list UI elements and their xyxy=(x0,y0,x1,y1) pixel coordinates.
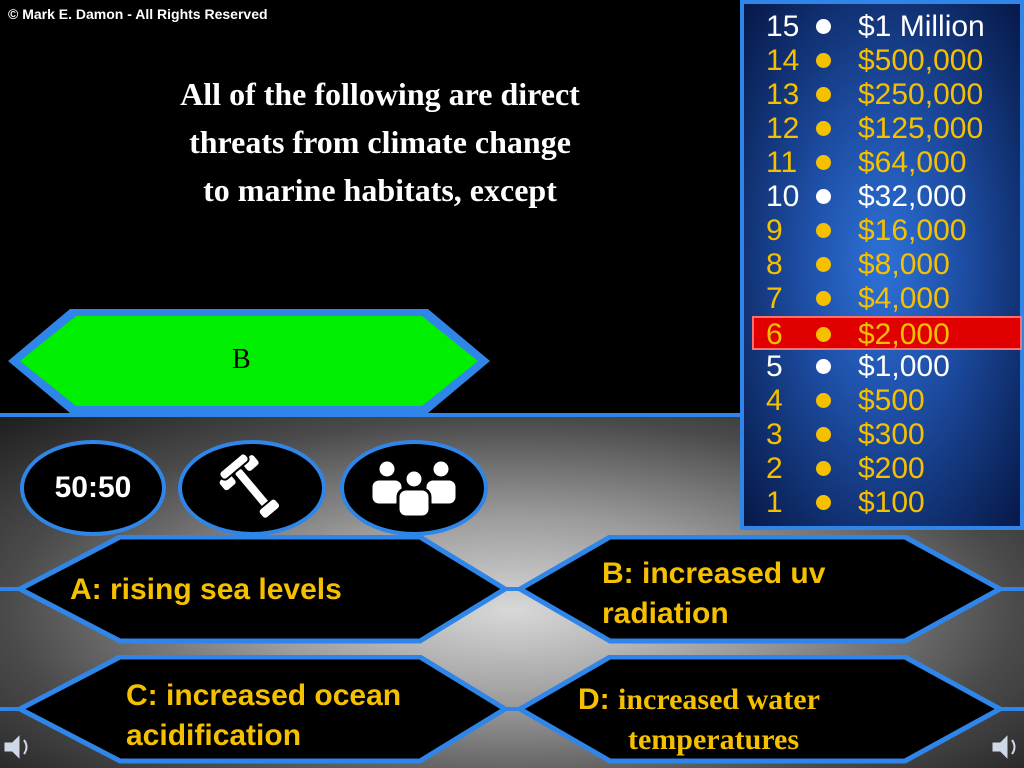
prize-amount: $8,000 xyxy=(858,248,950,281)
answer-b-line1: B: increased uv xyxy=(602,557,826,590)
bullet-dot-icon xyxy=(816,189,831,204)
prize-level-number: 8 xyxy=(766,248,783,281)
prize-amount: $200 xyxy=(858,452,925,485)
prize-amount: $125,000 xyxy=(858,112,984,145)
prize-level-number: 10 xyxy=(766,180,800,213)
prize-level-number: 5 xyxy=(766,350,783,383)
answer-d-line1: increased water xyxy=(618,683,820,716)
answer-a[interactable]: A: rising sea levels xyxy=(70,570,342,610)
bullet-dot-icon xyxy=(816,257,831,272)
bullet-dot-icon xyxy=(816,393,831,408)
copyright-notice: © Mark E. Damon - All Rights Reserved xyxy=(8,6,268,22)
bullet-dot-icon xyxy=(816,121,831,136)
prize-level-1: 1 $100 xyxy=(754,486,1022,520)
phone-a-friend-lifeline-button[interactable] xyxy=(178,440,326,536)
answer-d[interactable]: D: increased water temperatures xyxy=(578,680,820,760)
prize-ladder: 15 $1 Million 14 $500,000 13 $250,000 12 $125,0… xyxy=(740,0,1024,530)
question-line: threats from climate change xyxy=(189,124,571,160)
phone-icon xyxy=(217,453,282,520)
answer-row-cd xyxy=(0,655,1024,764)
prize-level-5: 5 $1,000 xyxy=(754,350,1022,384)
prize-level-9: 9 $16,000 xyxy=(754,214,1022,248)
prize-level-7: 7 $4,000 xyxy=(754,282,1022,316)
question-line: to marine habitats, except xyxy=(203,172,557,208)
prize-level-15: 15 $1 Million xyxy=(754,10,1022,44)
prize-level-number: 15 xyxy=(766,10,800,43)
bullet-dot-icon xyxy=(816,53,831,68)
prize-amount: $250,000 xyxy=(858,78,984,111)
answer-d-line2: temperatures xyxy=(628,723,800,756)
bullet-dot-icon xyxy=(816,87,831,102)
revealed-answer-letter: B xyxy=(232,344,251,375)
fifty-fifty-lifeline-button[interactable]: 50:50 xyxy=(20,440,166,536)
prize-amount: $2,000 xyxy=(858,318,950,351)
prize-amount: $100 xyxy=(858,486,925,519)
speaker-icon[interactable] xyxy=(990,730,1020,764)
prize-level-number: 14 xyxy=(766,44,800,77)
prize-level-number: 3 xyxy=(766,418,783,451)
prize-level-2: 2 $200 xyxy=(754,452,1022,486)
prize-amount: $4,000 xyxy=(858,282,950,315)
prize-amount: $500,000 xyxy=(858,44,984,77)
bullet-dot-icon xyxy=(816,291,831,306)
bullet-dot-icon xyxy=(816,223,831,238)
answer-b[interactable]: B: increased uv radiation xyxy=(602,554,825,634)
speaker-icon[interactable] xyxy=(2,730,32,764)
fifty-fifty-label: 50:50 xyxy=(54,471,132,504)
prize-level-8: 8 $8,000 xyxy=(754,248,1022,282)
prize-level-13: 13 $250,000 xyxy=(754,78,1022,112)
answer-b-line2: radiation xyxy=(602,597,729,630)
answer-c[interactable]: C: increased ocean acidification xyxy=(126,676,401,756)
prize-amount: $1,000 xyxy=(858,350,950,383)
ask-audience-lifeline-button[interactable] xyxy=(340,440,488,536)
bullet-dot-icon xyxy=(816,427,831,442)
prize-amount: $16,000 xyxy=(858,214,967,247)
prize-amount: $300 xyxy=(858,418,925,451)
prize-amount: $500 xyxy=(858,384,925,417)
prize-level-number: 1 xyxy=(766,486,783,519)
answer-a-text: A: rising sea levels xyxy=(70,573,342,606)
bullet-dot-icon xyxy=(816,155,831,170)
prize-level-number: 11 xyxy=(766,146,798,179)
revealed-answer-box xyxy=(8,309,490,413)
prize-level-number: 6 xyxy=(766,318,783,351)
question-line: All of the following are direct xyxy=(180,76,580,112)
prize-level-6: 6 $2,000 xyxy=(752,316,1022,351)
bullet-dot-icon xyxy=(816,327,831,342)
prize-level-number: 2 xyxy=(766,452,783,485)
prize-level-4: 4 $500 xyxy=(754,384,1022,418)
prize-level-10: 10 $32,000 xyxy=(754,180,1022,214)
prize-level-number: 9 xyxy=(766,214,783,247)
prize-amount: $1 Million xyxy=(858,10,985,43)
prize-level-14: 14 $500,000 xyxy=(754,44,1022,78)
answer-row-ab xyxy=(0,535,1024,644)
answer-d-prefix: D: xyxy=(578,683,610,716)
bullet-dot-icon xyxy=(816,359,831,374)
bullet-dot-icon xyxy=(816,495,831,510)
prize-level-11: 11 $64,000 xyxy=(754,146,1022,180)
prize-level-12: 12 $125,000 xyxy=(754,112,1022,146)
prize-level-3: 3 $300 xyxy=(754,418,1022,452)
answer-c-line2: acidification xyxy=(126,719,302,752)
prize-level-number: 4 xyxy=(766,384,783,417)
prize-amount: $64,000 xyxy=(858,146,967,179)
audience-icon xyxy=(369,458,459,519)
prize-level-number: 13 xyxy=(766,78,800,111)
answer-c-line1: C: increased ocean xyxy=(126,679,402,712)
prize-level-number: 12 xyxy=(766,112,800,145)
bullet-dot-icon xyxy=(816,19,831,34)
question-text: All of the following are direct threats … xyxy=(100,70,660,214)
prize-amount: $32,000 xyxy=(858,180,967,213)
prize-level-number: 7 xyxy=(766,282,783,315)
bullet-dot-icon xyxy=(816,461,831,476)
